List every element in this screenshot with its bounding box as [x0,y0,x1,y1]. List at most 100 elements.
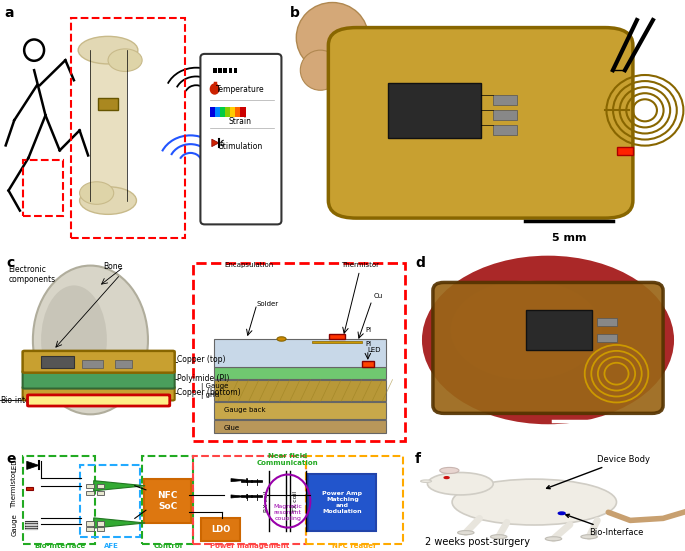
Bar [25,521,37,529]
Ellipse shape [452,479,616,525]
Ellipse shape [300,50,340,90]
Text: Magnetic
resonant
coupling: Magnetic resonant coupling [273,504,302,521]
Bar [23,160,62,215]
Ellipse shape [79,182,114,204]
Ellipse shape [427,473,493,495]
Text: Temperature: Temperature [216,84,264,94]
Bar [214,367,386,379]
Text: NFC reader: NFC reader [332,543,377,549]
Ellipse shape [581,534,597,539]
Text: LED: LED [12,458,17,472]
Bar [86,484,94,488]
Bar [597,334,617,342]
Bar [617,147,633,155]
Text: PI: PI [366,341,372,347]
Text: Polyimide (PI): Polyimide (PI) [177,374,229,383]
Bar [526,310,592,350]
Text: RX coil: RX coil [264,490,269,512]
Bar [388,83,481,138]
Text: Cu: Cu [374,293,384,299]
Text: Strain: Strain [229,117,251,126]
Text: Bio-interface: Bio-interface [0,396,49,405]
Text: | grid: | grid [201,392,220,399]
Bar [229,68,232,73]
Bar [86,521,94,526]
Ellipse shape [440,467,459,473]
Text: Bio-interface: Bio-interface [34,543,85,549]
Bar [210,106,215,117]
Ellipse shape [458,531,474,534]
FancyBboxPatch shape [23,387,175,401]
Ellipse shape [108,49,142,72]
Ellipse shape [277,337,286,341]
Text: Device Body: Device Body [547,455,650,489]
Ellipse shape [421,480,432,483]
Text: Stimulation: Stimulation [218,142,262,151]
Bar [230,106,236,117]
Bar [26,487,34,490]
Bar [86,527,94,531]
Polygon shape [231,479,247,482]
Text: Glue: Glue [224,425,240,431]
Bar [214,339,386,367]
Text: b: b [290,6,300,20]
Bar [220,106,225,117]
Bar [329,334,345,339]
Bar [80,466,140,537]
Bar [236,106,240,117]
Text: Electronic
components: Electronic components [8,265,55,284]
Bar [23,456,95,544]
Text: Gauge: Gauge [12,514,17,536]
Bar [493,95,516,105]
Text: Power Amp
Matching
and
Modulation: Power Amp Matching and Modulation [323,491,362,514]
FancyBboxPatch shape [328,28,633,218]
Bar [82,360,103,368]
Bar [115,360,132,368]
Ellipse shape [33,266,148,414]
Text: LDO: LDO [212,525,231,534]
Polygon shape [212,139,219,147]
Bar [306,456,403,544]
Text: c: c [6,256,14,269]
Text: a: a [4,6,14,20]
Bar [213,68,216,73]
Ellipse shape [422,256,674,424]
Bar [97,484,104,488]
Text: e: e [6,452,16,466]
Bar [41,356,74,368]
Bar [493,110,516,120]
Bar [193,263,405,441]
Bar [219,68,222,73]
Text: AFE: AFE [103,543,119,549]
Text: 2 weeks post-surgery: 2 weeks post-surgery [425,537,530,547]
Text: d: d [415,256,425,269]
Bar [362,361,374,367]
Ellipse shape [490,534,507,539]
Bar [225,106,230,117]
FancyBboxPatch shape [433,283,663,413]
Text: Bone: Bone [103,262,122,271]
Polygon shape [94,480,145,491]
Ellipse shape [41,285,107,395]
Text: LED: LED [368,347,382,353]
Text: Encapsulation: Encapsulation [224,262,273,268]
Bar [90,50,127,201]
Bar [214,402,386,419]
Bar [86,491,94,495]
Ellipse shape [78,36,138,64]
Bar [312,341,362,343]
Text: Copper (bottom): Copper (bottom) [177,388,240,397]
Bar [597,318,617,326]
FancyBboxPatch shape [23,371,175,388]
Bar [97,521,104,526]
Ellipse shape [210,84,219,94]
Text: TX coil: TX coil [292,490,297,511]
Bar [193,456,306,544]
Text: Solder: Solder [257,301,279,307]
Bar [223,68,227,73]
Text: Power management: Power management [210,543,290,549]
Polygon shape [27,461,39,469]
Text: Thermistor: Thermistor [341,262,379,268]
Text: Control: Control [153,543,182,549]
Ellipse shape [545,537,562,541]
